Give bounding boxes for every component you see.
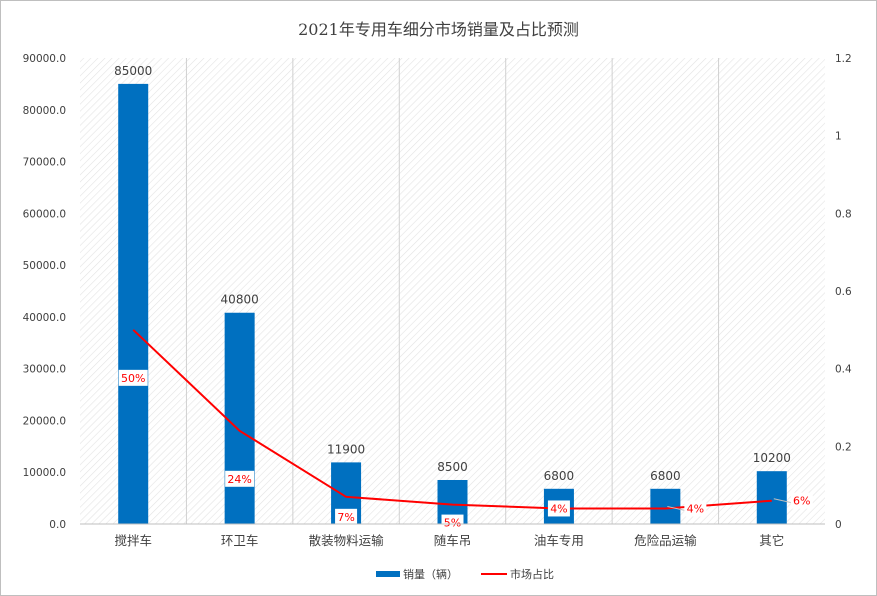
legend-swatch-bar <box>376 571 400 577</box>
bar-value-label: 10200 <box>753 451 791 465</box>
pct-value-label: 24% <box>227 473 251 486</box>
left-tick-label: 30000.0 <box>23 364 66 376</box>
pct-value-label: 5% <box>444 517 461 530</box>
line-series <box>132 329 772 510</box>
bar-value-label: 6800 <box>650 469 681 483</box>
pct-label-background <box>225 470 255 487</box>
pct-value-label: 4% <box>550 502 567 515</box>
left-tick-label: 0.0 <box>49 519 66 531</box>
right-tick-label: 0.6 <box>835 286 852 298</box>
left-tick-label: 60000.0 <box>23 208 66 220</box>
plot-area <box>80 58 825 524</box>
bar-value-label: 85000 <box>114 64 152 78</box>
left-tick-label: 80000.0 <box>23 105 66 117</box>
category-label: 油车专用 <box>534 533 584 548</box>
market-share-line <box>132 329 772 510</box>
bar-6 <box>650 488 681 524</box>
bar-2 <box>224 312 255 524</box>
right-tick-label: 1.2 <box>835 53 852 65</box>
pct-label-background <box>684 500 707 517</box>
legend-item-bar: 销量（辆） <box>376 567 458 581</box>
right-tick-label: 0 <box>835 519 842 531</box>
left-tick-label: 10000.0 <box>23 467 66 479</box>
legend-label-line: 市场占比 <box>510 567 554 581</box>
bar-1 <box>118 83 149 524</box>
category-label: 随车吊 <box>434 533 472 548</box>
pct-value-label: 7% <box>337 511 354 524</box>
left-tick-label: 40000.0 <box>23 312 66 324</box>
left-axis: 0.0 10000.0 20000.0 30000.0 40000.0 50000.0 60… <box>23 53 66 531</box>
category-label: 散装物料运输 <box>309 533 385 548</box>
pct-value-label: 6% <box>793 495 810 508</box>
chart-title: 2021年专用车细分市场销量及占比预测 <box>298 20 579 39</box>
right-tick-label: 1 <box>835 131 842 143</box>
bar-value-label: 11900 <box>327 442 365 456</box>
left-tick-label: 20000.0 <box>23 415 66 427</box>
pct-label-background <box>547 500 570 517</box>
pct-value-label: 4% <box>687 502 704 515</box>
right-tick-label: 0.2 <box>835 441 852 453</box>
right-tick-label: 0.4 <box>835 364 852 376</box>
pct-label-background <box>790 492 813 509</box>
legend-item-line: 市场占比 <box>481 567 554 581</box>
left-tick-label: 70000.0 <box>23 157 66 169</box>
x-axis: 搅拌车 环卫车 散装物料运输 随车吊 油车专用 危险品运输 其它 <box>80 523 825 548</box>
category-label: 其它 <box>759 533 784 548</box>
bar-value-label: 40800 <box>221 293 259 307</box>
left-tick-label: 90000.0 <box>23 53 66 65</box>
category-label: 危险品运输 <box>634 533 697 548</box>
left-tick-label: 50000.0 <box>23 260 66 272</box>
bar-value-label: 8500 <box>437 460 468 474</box>
bar-value-label: 6800 <box>544 469 575 483</box>
right-tick-label: 0.8 <box>835 208 852 220</box>
leader-line <box>773 498 792 504</box>
leader-line <box>667 505 686 511</box>
legend: 销量（辆） 市场占比 <box>376 567 554 581</box>
category-label: 环卫车 <box>221 533 259 548</box>
bar-7 <box>756 471 787 524</box>
pct-label-background <box>441 514 464 531</box>
category-label: 搅拌车 <box>114 533 152 548</box>
line-data-labels: 50% 24% 7% 5% 4% 4% 6% <box>118 369 813 531</box>
bar-data-labels: 85000 40800 11900 8500 6800 6800 10200 <box>114 64 791 483</box>
pct-label-background <box>335 508 358 525</box>
legend-label-bar: 销量（辆） <box>403 567 458 581</box>
pct-value-label: 50% <box>121 372 145 385</box>
right-axis: 0 0.2 0.4 0.6 0.8 1 1.2 <box>835 53 852 531</box>
category-dividers <box>185 58 720 524</box>
pct-label-background <box>118 369 148 386</box>
